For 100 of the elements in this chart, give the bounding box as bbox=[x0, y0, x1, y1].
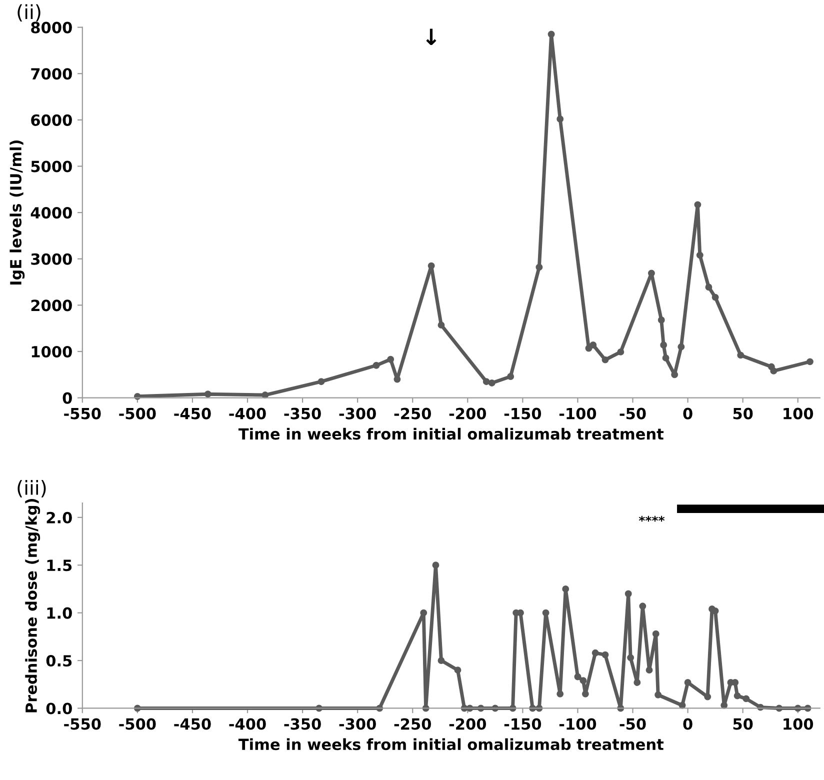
point bbox=[318, 378, 325, 386]
x-tick-label: -50 bbox=[620, 408, 646, 420]
point bbox=[562, 586, 570, 592]
point bbox=[204, 390, 212, 398]
point bbox=[592, 649, 599, 656]
point bbox=[432, 562, 440, 569]
y-tick-label: 1.0 bbox=[47, 607, 72, 619]
point bbox=[696, 252, 704, 259]
x-tick-label: -550 bbox=[64, 718, 101, 730]
point bbox=[438, 657, 445, 664]
point bbox=[634, 679, 641, 686]
y-tick-label: 8000 bbox=[31, 22, 72, 34]
y-tick-label: 3000 bbox=[31, 253, 72, 265]
point bbox=[420, 609, 428, 616]
point bbox=[438, 322, 445, 329]
x-tick-label: -200 bbox=[449, 718, 486, 730]
point bbox=[602, 651, 609, 658]
x-axis-title: Time in weeks from initial omalizumab treatment bbox=[238, 428, 664, 440]
y-tick-label: 0 bbox=[62, 392, 72, 404]
x-tick-label: -500 bbox=[119, 408, 156, 420]
y-axis-title: IgE levels (IU/ml) bbox=[10, 140, 25, 285]
point bbox=[556, 116, 564, 122]
point bbox=[556, 690, 564, 698]
chart-title: (iii) bbox=[18, 480, 46, 498]
x-tick-label: -500 bbox=[119, 718, 156, 730]
point bbox=[617, 348, 624, 356]
point bbox=[624, 590, 632, 598]
y-tick-label: 4000 bbox=[30, 207, 72, 219]
point bbox=[734, 692, 741, 700]
x-tick-label: -150 bbox=[504, 718, 542, 730]
point bbox=[732, 679, 739, 686]
point bbox=[542, 609, 550, 616]
annotation: ↓ bbox=[426, 28, 436, 45]
point bbox=[536, 264, 543, 271]
point bbox=[652, 630, 660, 638]
chart-title: (ii) bbox=[18, 4, 40, 22]
x-tick-label: -350 bbox=[284, 718, 321, 730]
point bbox=[684, 679, 692, 686]
y-tick-label: 2.0 bbox=[46, 512, 72, 524]
point bbox=[654, 691, 662, 698]
x-tick-label: -400 bbox=[229, 718, 266, 730]
x-tick-label: 0 bbox=[683, 408, 692, 420]
x-tick-label: -100 bbox=[559, 718, 596, 730]
point bbox=[590, 342, 597, 348]
point bbox=[662, 354, 670, 362]
point bbox=[678, 343, 685, 350]
point bbox=[646, 666, 653, 674]
x-tick-label: -50 bbox=[620, 718, 646, 730]
x-tick-label: -250 bbox=[394, 408, 431, 420]
y-tick-label: 1.5 bbox=[47, 560, 72, 572]
point bbox=[574, 673, 582, 680]
x-tick-label: 0 bbox=[683, 718, 692, 730]
point bbox=[704, 693, 712, 700]
x-tick-label: -300 bbox=[339, 718, 376, 730]
point bbox=[737, 352, 744, 359]
point bbox=[488, 380, 496, 386]
x-tick-label: -300 bbox=[339, 408, 376, 420]
y-axis-title: Prednisone dose (mg/kg) bbox=[25, 498, 40, 712]
point bbox=[582, 690, 589, 698]
point bbox=[428, 262, 435, 270]
point bbox=[742, 695, 750, 702]
y-tick-label: 0.0 bbox=[46, 702, 72, 714]
annotation: **** bbox=[638, 516, 665, 522]
point bbox=[770, 367, 778, 374]
point bbox=[387, 356, 394, 363]
x-tick-label: -100 bbox=[559, 408, 596, 420]
point bbox=[454, 666, 462, 674]
point bbox=[627, 654, 634, 662]
point bbox=[517, 609, 524, 616]
x-tick-label: 100 bbox=[784, 718, 814, 730]
point bbox=[372, 362, 380, 369]
point bbox=[658, 316, 665, 324]
point bbox=[507, 373, 514, 380]
x-tick-label: 50 bbox=[733, 408, 753, 420]
point bbox=[648, 270, 655, 277]
x-tick-label: -250 bbox=[394, 718, 431, 730]
point bbox=[482, 378, 490, 386]
x-tick-label: -450 bbox=[174, 718, 211, 730]
y-tick-label: 2000 bbox=[31, 300, 72, 312]
x-tick-label: -550 bbox=[64, 408, 101, 420]
x-tick-label: -350 bbox=[284, 408, 321, 420]
y-tick-label: 7000 bbox=[31, 68, 72, 80]
x-tick-label: 100 bbox=[784, 408, 814, 420]
point bbox=[660, 342, 668, 348]
x-axis-title: Time in weeks from initial omalizumab treatment bbox=[238, 738, 664, 750]
x-tick-label: -200 bbox=[449, 408, 486, 420]
y-tick-label: 6000 bbox=[31, 114, 72, 126]
point bbox=[705, 284, 712, 291]
point bbox=[394, 376, 401, 383]
y-tick-label: 0.5 bbox=[46, 655, 72, 667]
point bbox=[548, 30, 555, 38]
x-tick-label: -450 bbox=[174, 408, 211, 420]
x-tick-label: -400 bbox=[229, 408, 266, 420]
point bbox=[806, 358, 814, 366]
point bbox=[712, 294, 719, 301]
point bbox=[671, 371, 678, 378]
x-tick-label: 50 bbox=[733, 718, 753, 730]
point bbox=[602, 356, 609, 364]
point bbox=[639, 602, 646, 610]
y-tick-label: 1000 bbox=[32, 346, 72, 358]
